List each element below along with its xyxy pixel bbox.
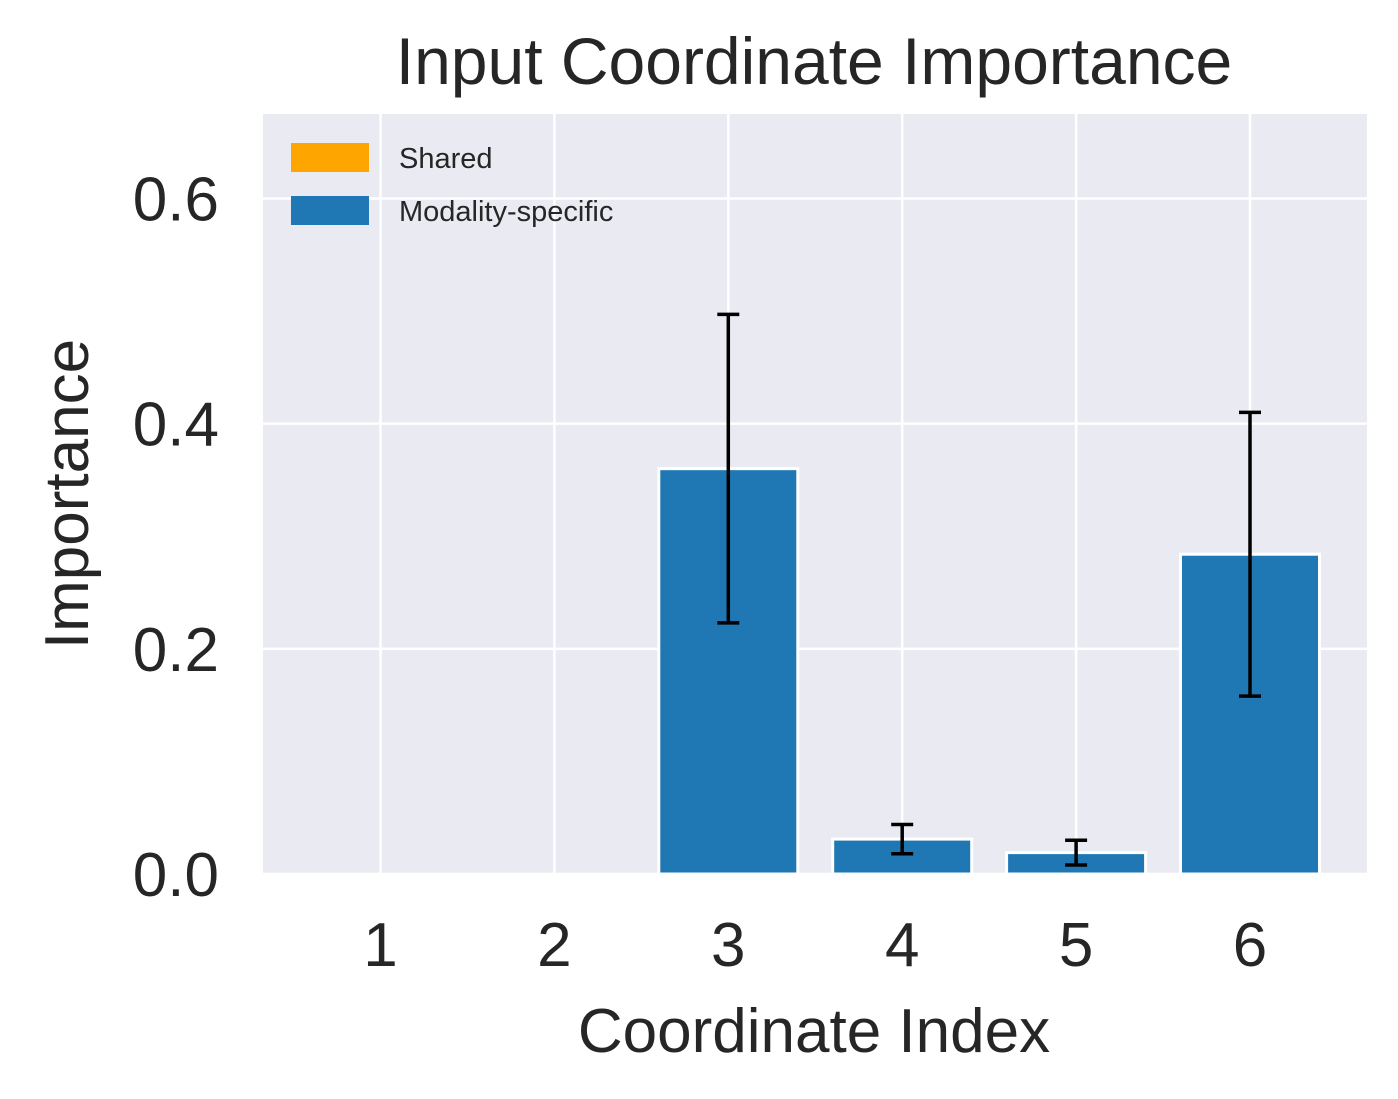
y-tick-label: 0.0	[133, 841, 219, 910]
x-tick-label: 3	[711, 911, 745, 980]
legend-swatch-modality-specific	[291, 196, 369, 225]
error-bars	[717, 312, 1261, 867]
y-tick-label: 0.2	[133, 616, 219, 685]
bars	[657, 467, 1321, 876]
bar-modality-specific-6	[1179, 552, 1321, 876]
y-tick-label: 0.6	[133, 165, 219, 234]
y-axis-ticks: 0.0 0.2 0.4 0.6	[133, 165, 219, 910]
x-tick-label: 2	[537, 911, 571, 980]
y-tick-label: 0.4	[133, 391, 219, 460]
legend-label-shared: Shared	[399, 143, 493, 175]
legend: Shared Modality-specific	[291, 143, 613, 228]
chart-title: Input Coordinate Importance	[396, 24, 1233, 98]
y-axis-label: Importance	[33, 339, 102, 649]
legend-label-modality-specific: Modality-specific	[399, 196, 613, 228]
legend-swatch-shared	[291, 143, 369, 172]
x-tick-label: 5	[1059, 911, 1093, 980]
x-axis-label: Coordinate Index	[578, 997, 1050, 1066]
x-tick-label: 4	[885, 911, 919, 980]
x-axis-ticks: 1 2 3 4 5 6	[363, 911, 1267, 980]
x-tick-label: 1	[363, 911, 397, 980]
x-tick-label: 6	[1233, 911, 1267, 980]
